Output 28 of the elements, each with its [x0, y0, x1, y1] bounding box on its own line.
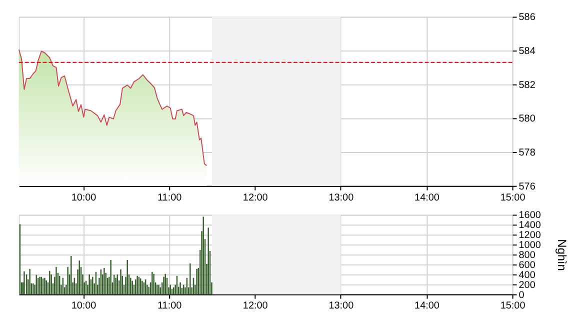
y-tick-label: 400: [518, 270, 536, 281]
x-tick-label: 12:00: [242, 192, 268, 204]
y-axis-title: Nghìn: [554, 239, 569, 271]
x-tick-label: 10:00: [71, 192, 97, 204]
y-tick-label: 1000: [518, 240, 542, 252]
x-tick-label: 14:00: [414, 192, 440, 204]
x-tick-label: 11:00: [157, 300, 182, 312]
y-tick-label: 584: [518, 46, 536, 58]
y-tick-label: 578: [518, 148, 536, 159]
x-tick-label: 13:00: [328, 192, 354, 204]
x-tick-label: 12:00: [242, 300, 268, 312]
x-tick-label: 11:00: [157, 192, 182, 204]
y-tick-label: 600: [518, 260, 536, 271]
x-tick-label: 14:00: [414, 300, 440, 312]
x-tick-label: 15:00: [500, 192, 526, 204]
y-tick-label: 586: [518, 12, 536, 24]
y-tick-label: 580: [518, 114, 536, 125]
y-tick-label: 1400: [518, 220, 542, 232]
y-tick-label: 800: [518, 250, 536, 261]
y-tick-label: 582: [518, 80, 536, 91]
y-tick-label: 576: [518, 181, 536, 192]
y-tick-label: 200: [518, 280, 536, 291]
x-tick-label: 13:00: [328, 300, 354, 312]
y-tick-label: 1200: [518, 230, 542, 242]
y-tick-label: 1600: [518, 210, 542, 222]
x-tick-label: 10:00: [71, 300, 97, 312]
x-tick-label: 15:00: [500, 300, 526, 312]
y-tick-label: 0: [518, 290, 525, 301]
